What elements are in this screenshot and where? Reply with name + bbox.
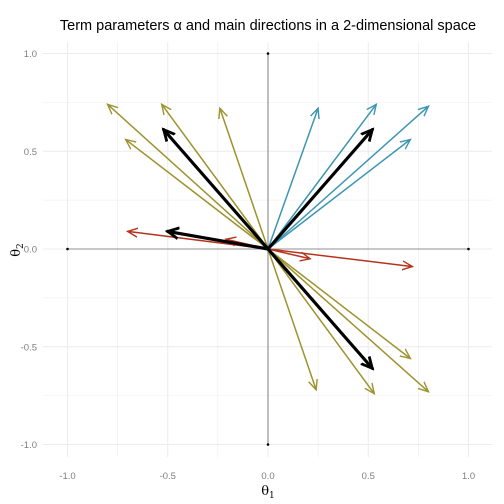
tick-labels: -1.0 -0.5 0.0 0.5 1.0 -1.0 -0.5 0.0 0.5 1.0 <box>21 49 475 482</box>
direction-arrow <box>164 130 270 251</box>
chart-title: Term parameters α and main directions in… <box>60 18 476 34</box>
term-parameter-arrow <box>267 248 412 267</box>
term-parameter-arrow <box>267 140 410 250</box>
term-parameter-arrow <box>162 104 269 250</box>
axis-end-point <box>66 247 69 251</box>
vectors <box>108 104 429 393</box>
x-tick-label: 1.0 <box>462 471 475 482</box>
direction-arrow <box>168 231 270 251</box>
y-tick-label: -1.0 <box>21 440 37 451</box>
direction-arrow <box>266 130 372 251</box>
axis-end-point <box>467 247 470 251</box>
x-tick-label: -0.5 <box>160 471 176 482</box>
term-parameter-arrow <box>126 140 269 250</box>
y-tick-label: -0.5 <box>21 342 37 353</box>
term-parameter-arrow <box>267 248 374 394</box>
term-parameter-arrow <box>220 108 269 250</box>
term-parameter-arrow <box>267 248 310 259</box>
term-parameter-arrow <box>108 104 269 250</box>
term-parameter-arrow <box>267 106 428 250</box>
y-tick-label: 1.0 <box>24 49 37 60</box>
x-tick-label: 0.0 <box>261 471 274 482</box>
axis-end-point <box>266 443 270 446</box>
term-parameter-arrow <box>267 248 428 392</box>
term-parameter-arrow <box>267 248 410 358</box>
y-tick-label: 0.5 <box>24 147 37 158</box>
axis-end-point <box>266 52 270 55</box>
term-parameter-arrow <box>267 104 376 250</box>
direction-arrow <box>266 247 372 368</box>
term-parameter-arrow <box>267 108 318 250</box>
x-tick-label: 0.5 <box>362 471 375 482</box>
y-axis-label: θ2 <box>9 243 26 257</box>
x-tick-label: -1.0 <box>59 471 75 482</box>
x-axis-label: θ1 <box>261 484 275 501</box>
y-tick-label: 0.0 <box>24 245 37 256</box>
term-parameter-arrow <box>267 248 316 390</box>
